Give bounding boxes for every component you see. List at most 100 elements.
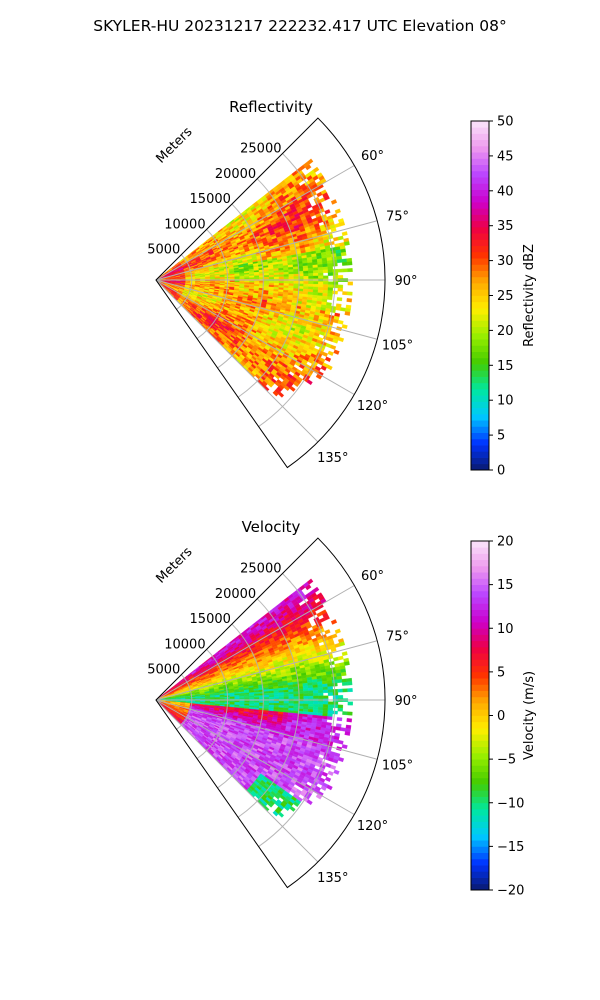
radar-gate [327, 710, 333, 715]
radar-gate [244, 700, 250, 703]
radar-gate [305, 164, 312, 171]
radar-gate [318, 695, 324, 699]
radar-gate [344, 311, 351, 316]
radar-gate [308, 283, 314, 288]
radar-gate [293, 281, 299, 284]
radar-gate [334, 208, 341, 214]
radar-gate [303, 696, 309, 699]
radar-gate [306, 158, 314, 165]
radar-gate [327, 683, 333, 687]
radar-gate [288, 271, 294, 275]
radar-gate [293, 705, 299, 709]
radar-gate [283, 701, 289, 704]
radar-gate [332, 269, 339, 273]
radar-gate [337, 268, 343, 273]
radar-gate [273, 692, 280, 696]
radar-gate [346, 681, 353, 686]
radar-gate [273, 696, 280, 700]
radar-gate [293, 688, 299, 692]
radar-gate [303, 690, 309, 694]
radar-gate [307, 267, 314, 272]
radar-gate [322, 683, 328, 688]
radar-gate [313, 701, 319, 705]
radar-gate [268, 276, 275, 280]
radar-gate [308, 690, 314, 694]
radar-gate [278, 694, 285, 698]
radar-gate [254, 700, 260, 703]
radar-gate [249, 697, 255, 700]
radar-gate [327, 272, 334, 276]
radar-gate [278, 703, 285, 706]
radar-gate [337, 688, 343, 693]
radar-gate [303, 273, 309, 277]
radar-gate [268, 282, 275, 286]
radar-gate [288, 283, 294, 287]
radar-gate [332, 710, 338, 715]
radar-gate [278, 283, 285, 286]
radar-gate [327, 692, 334, 696]
radar-gate [337, 275, 344, 279]
radar-gate [332, 275, 339, 279]
radar-gate [332, 689, 339, 693]
radar-gate [249, 280, 255, 283]
radar-gate [341, 681, 348, 686]
radar-gate [308, 706, 314, 710]
velocity-panel: Velocity60°75°90°105°120°135°50001000015… [147, 518, 418, 889]
radar-gate [293, 273, 299, 277]
radar-gate [337, 284, 344, 289]
radar-gate [317, 689, 324, 694]
reflectivity-panel: Reflectivity60°75°90°105°120°135°5000100… [147, 98, 418, 469]
radar-gate [346, 257, 353, 263]
radar-gate [327, 704, 334, 708]
radar-gate [342, 291, 348, 296]
radar-gate [254, 695, 260, 698]
radar-gate [330, 227, 337, 233]
radar-gate [313, 272, 319, 277]
radar-gate [326, 716, 333, 721]
radar-gate [337, 287, 343, 292]
radar-gate [318, 701, 324, 705]
radar-gate [293, 696, 299, 700]
radar-gate [283, 703, 289, 706]
radar-gate [342, 688, 348, 693]
radar-gate [303, 286, 309, 290]
radar-gate [303, 281, 309, 285]
radar-gate [322, 287, 329, 291]
radar-gate [264, 280, 270, 284]
radar-gate [313, 690, 319, 694]
azimuth-tick-label: 105° [382, 339, 413, 354]
radar-gate [317, 706, 324, 711]
radar-gate [264, 700, 270, 704]
radar-gate [268, 694, 275, 698]
radar-gate [308, 693, 314, 697]
radar-gate [332, 290, 338, 295]
radar-gate [268, 702, 275, 706]
radar-gate [214, 698, 221, 700]
radar-gate [268, 280, 275, 284]
radar-gate [264, 277, 270, 280]
radar-gate [326, 680, 333, 684]
radar-gate [313, 281, 319, 285]
radar-gate [244, 277, 250, 280]
radar-gate [263, 691, 270, 694]
radar-gate [317, 269, 324, 274]
radar-gate [278, 276, 285, 280]
radar-gate [219, 278, 226, 280]
radar-gate [283, 276, 289, 280]
radar-gate [322, 710, 329, 714]
radar-gate [317, 261, 323, 265]
radar-gate [239, 696, 245, 699]
radar-gate [239, 277, 245, 280]
radar-gate [268, 274, 275, 278]
radar-gate [313, 275, 319, 279]
radar-gate [323, 195, 330, 201]
radar-gate [327, 281, 334, 285]
radar-gate [313, 695, 319, 699]
radar-gate [308, 281, 314, 285]
azimuth-tick-label: 90° [394, 274, 417, 289]
radar-gate [322, 284, 329, 288]
radar-gate [283, 274, 289, 277]
radar-gate [347, 268, 353, 273]
radar-gate [273, 274, 280, 278]
